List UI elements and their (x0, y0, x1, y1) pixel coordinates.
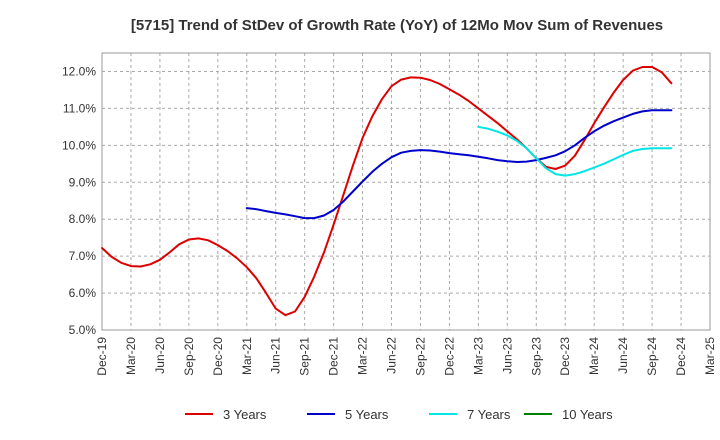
legend-item-10-years: 10 Years (524, 407, 613, 422)
x-tick-label: Sep-22 (413, 337, 427, 376)
x-tick-label: Mar-25 (703, 337, 717, 375)
x-tick-label: Jun-21 (269, 337, 283, 374)
x-axis-ticks: Dec-19 Mar-20 Jun-20 Sep-20 Dec-20 Mar-21 Jun-… (95, 337, 717, 376)
x-tick-label: Dec-20 (211, 337, 225, 376)
y-tick-label: 12.0% (62, 64, 96, 78)
y-tick-label: 6.0% (69, 286, 97, 300)
legend-item-3-years: 3 Years (185, 407, 267, 422)
gridlines (101, 53, 711, 331)
x-tick-label: Mar-23 (471, 337, 485, 375)
x-tick-label: Sep-21 (298, 337, 312, 376)
legend-item-7-years: 7 Years (429, 407, 511, 422)
x-tick-label: Jun-20 (153, 337, 167, 374)
legend-item-5-years: 5 Years (307, 407, 389, 422)
plot-area-border (101, 52, 711, 331)
legend-label: 7 Years (467, 407, 511, 422)
x-tick-label: Jun-22 (385, 337, 399, 374)
y-tick-label: 9.0% (69, 175, 97, 189)
x-tick-label: Dec-24 (674, 337, 688, 376)
legend-label: 10 Years (562, 407, 613, 422)
x-tick-label: Dec-23 (558, 337, 572, 376)
legend-label: 3 Years (223, 407, 267, 422)
x-tick-label: Jun-23 (500, 337, 514, 374)
x-tick-label: Jun-24 (616, 337, 630, 374)
series-line-3-years (101, 66, 673, 317)
series-line-7-years (477, 125, 673, 177)
y-tick-label: 8.0% (69, 212, 97, 226)
x-tick-label: Sep-20 (182, 337, 196, 376)
x-tick-label: Dec-22 (442, 337, 456, 376)
legend: 3 Years 5 Years 7 Years 10 Years (185, 407, 613, 422)
x-tick-label: Sep-24 (645, 337, 659, 376)
y-tick-label: 11.0% (63, 101, 96, 115)
x-tick-label: Mar-22 (356, 337, 370, 375)
x-tick-label: Mar-24 (587, 337, 601, 375)
x-tick-label: Dec-19 (95, 337, 109, 376)
y-tick-label: 5.0% (69, 323, 97, 337)
x-tick-label: Sep-23 (529, 337, 543, 376)
x-tick-label: Mar-20 (124, 337, 138, 375)
x-tick-label: Dec-21 (327, 337, 341, 376)
series-line-5-years (245, 109, 673, 220)
y-tick-label: 7.0% (69, 249, 97, 263)
y-axis-ticks: 5.0% 6.0% 7.0% 8.0% 9.0% 10.0% 11.0% 12.0% (62, 64, 96, 337)
series-lines (101, 66, 673, 317)
x-tick-label: Mar-21 (240, 337, 254, 375)
legend-label: 5 Years (345, 407, 389, 422)
y-tick-label: 10.0% (62, 138, 96, 152)
chart-title: [5715] Trend of StDev of Growth Rate (Yo… (131, 17, 663, 34)
